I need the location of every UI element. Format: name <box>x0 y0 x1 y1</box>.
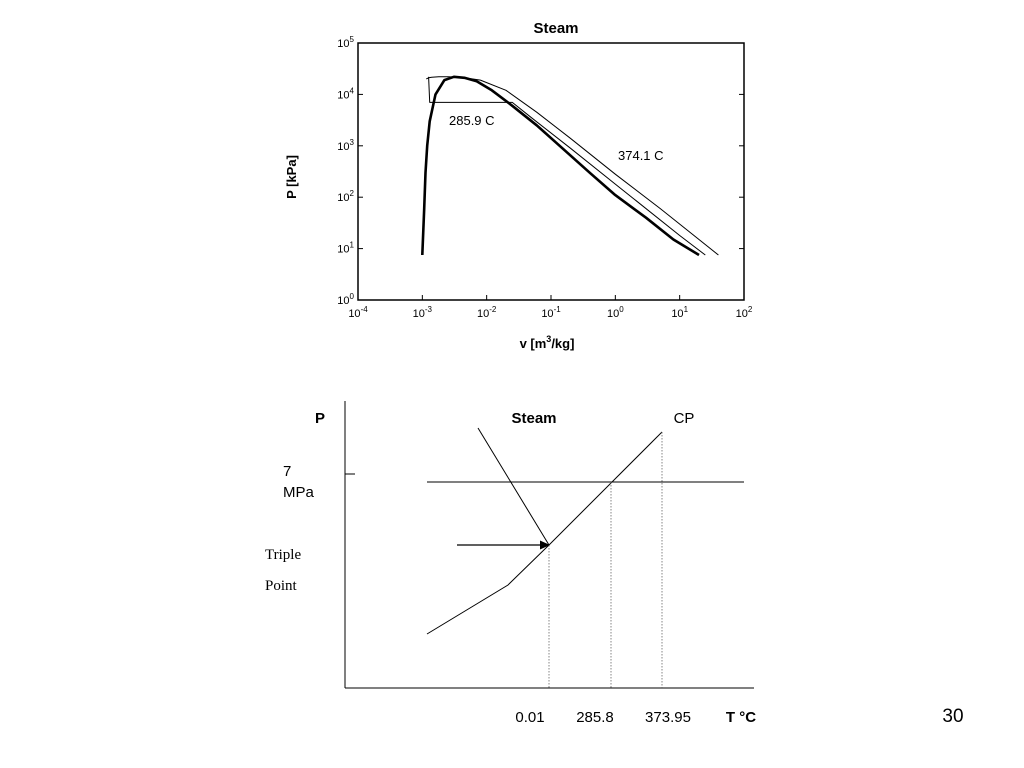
y-axis-label: P [kPa] <box>284 155 299 199</box>
y-tick-label: 103 <box>337 138 354 153</box>
p-axis-label: P <box>315 410 325 427</box>
t-axis-label: T °C <box>726 709 756 726</box>
chart-title: Steam <box>533 20 578 37</box>
triple-point-label-line1: Triple <box>265 547 301 563</box>
y-tick-label: 104 <box>337 86 354 101</box>
y-tick-label: 100 <box>337 292 354 307</box>
x-tick-label: 10-3 <box>413 305 433 320</box>
y-tick-label: 101 <box>337 241 354 256</box>
y-axis-ticks: 100 101 102 103 104 105 <box>337 35 744 307</box>
phase-diagram-title: Steam <box>511 410 556 427</box>
annotation-285-9: 285.9 C <box>449 113 495 128</box>
t-tick-285-8: 285.8 <box>576 709 614 726</box>
y-tick-label: 102 <box>337 189 354 204</box>
pressure-unit-label: MPa <box>283 484 315 501</box>
pressure-value-label: 7 <box>283 463 291 480</box>
arrow-head-icon <box>540 540 550 550</box>
y-tick-label: 105 <box>337 35 354 50</box>
x-tick-label: 10-1 <box>541 305 561 320</box>
x-tick-label: 101 <box>671 305 688 320</box>
isotherm-line <box>428 76 706 256</box>
t-tick-0-01: 0.01 <box>515 709 544 726</box>
t-tick-373-95: 373.95 <box>645 709 691 726</box>
series-group <box>421 75 719 257</box>
x-tick-label: 10-2 <box>477 305 497 320</box>
x-axis-ticks: 10-4 10-3 10-2 10-1 100 101 102 <box>348 295 753 320</box>
x-tick-label: 102 <box>736 305 753 320</box>
critical-point-label: CP <box>674 410 695 427</box>
sublimation-curve <box>426 544 550 635</box>
triple-point-label-line2: Point <box>265 578 298 594</box>
x-tick-label: 10-4 <box>348 305 368 320</box>
isotherm-line <box>426 76 719 256</box>
slide-number: 30 <box>942 706 964 727</box>
x-tick-label: 100 <box>607 305 624 320</box>
annotation-374-1: 374.1 C <box>618 148 664 163</box>
saturation-dome-line <box>421 75 700 257</box>
x-axis-label: v [m3/kg] <box>520 334 575 351</box>
vaporization-curve <box>548 431 663 546</box>
melting-curve <box>477 427 550 546</box>
